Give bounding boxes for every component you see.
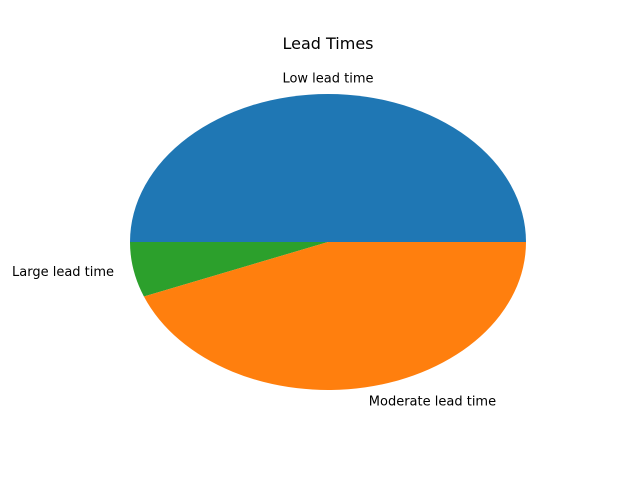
pie-slice-large-lead-time [130,242,328,297]
pie-slices [130,94,527,391]
pie-labels: Low lead time Large lead time Moderate lea… [12,72,496,410]
pie-label-large-lead-time: Large lead time [12,265,114,280]
pie-label-low-lead-time: Low lead time [282,72,373,87]
pie-label-moderate-lead-time: Moderate lead time [369,394,496,409]
pie-slice-moderate-lead-time [143,242,527,391]
chart-title: Lead Times [282,34,373,53]
pie-slice-low-lead-time [130,94,526,242]
